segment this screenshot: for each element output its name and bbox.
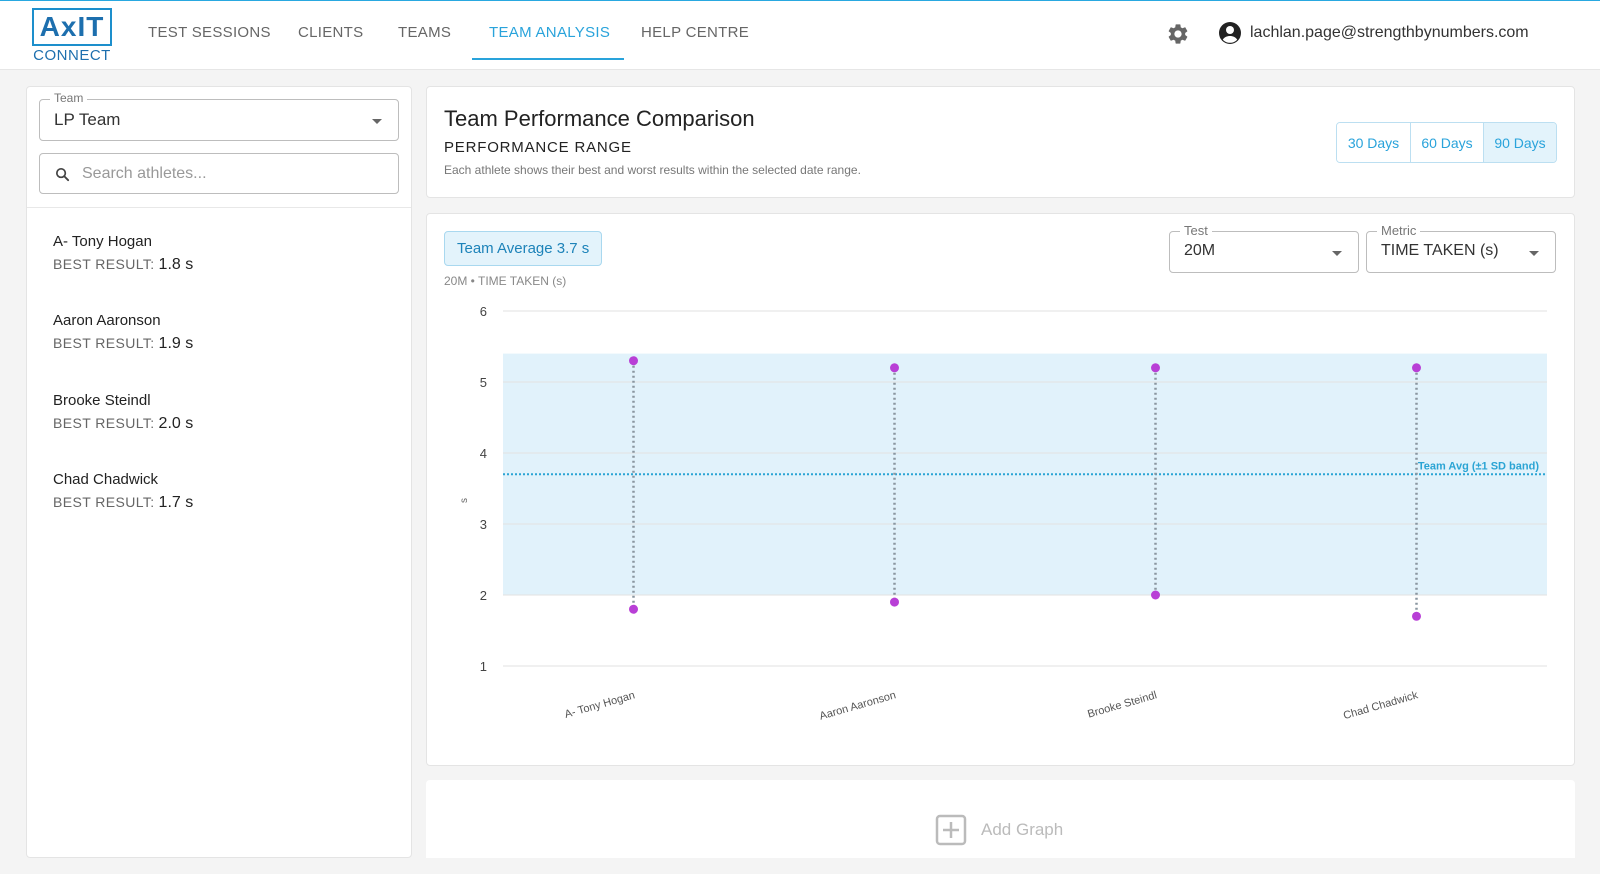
x-tick-label: Brooke Steindl — [1086, 689, 1158, 720]
axit-logo[interactable]: AxIT CONNECT — [32, 8, 112, 64]
test-select[interactable]: Test 20M — [1169, 223, 1359, 273]
y-tick-label: 4 — [480, 446, 487, 461]
y-tick-label: 1 — [480, 659, 487, 674]
add-graph-card: Add Graph — [426, 780, 1575, 858]
worst-result-point — [629, 356, 638, 366]
team-average-label: Team Avg (±1 SD band) — [1418, 460, 1539, 472]
gear-icon[interactable] — [1166, 22, 1190, 46]
y-tick-label: 2 — [480, 588, 487, 603]
range-90-days-button[interactable]: 90 Days — [1483, 123, 1556, 162]
athlete-name: Aaron Aaronson — [53, 312, 161, 329]
user-email: lachlan.page@strengthbynumbers.com — [1250, 24, 1529, 41]
athlete-name: Brooke Steindl — [53, 392, 151, 409]
chart-caption: 20M • TIME TAKEN (s) — [444, 274, 567, 288]
athlete-best-result: BEST RESULT: 1.8 s — [53, 256, 194, 273]
active-tab-indicator — [472, 58, 624, 60]
divider — [27, 207, 411, 208]
team-select[interactable]: Team LP Team — [39, 91, 399, 141]
chevron-down-icon — [372, 119, 382, 124]
range-60-days-button[interactable]: 60 Days — [1410, 123, 1483, 162]
team-select-value: LP Team — [54, 110, 121, 129]
section-description: Each athlete shows their best and worst … — [444, 163, 861, 177]
user-menu[interactable]: lachlan.page@strengthbynumbers.com — [1218, 21, 1529, 45]
add-graph-button[interactable]: Add Graph — [935, 814, 1063, 846]
best-result-point — [890, 597, 899, 607]
y-tick-label: 5 — [480, 375, 487, 390]
team-average-badge: Team Average 3.7 s — [444, 231, 603, 266]
athlete-search[interactable] — [39, 153, 399, 194]
performance-range-chart: 1 2 3 4 5 6 s Team Avg (±1 SD band) A- Tony Hoga… — [459, 304, 1547, 723]
nav-help-centre[interactable]: HELP CENTRE — [641, 24, 750, 41]
x-tick-label: A- Tony Hogan — [563, 689, 636, 721]
nav-clients[interactable]: CLIENTS — [298, 24, 364, 41]
test-select-value: 20M — [1184, 242, 1216, 259]
athlete-name: A- Tony Hogan — [53, 233, 152, 250]
best-result-point — [629, 604, 638, 614]
chevron-down-icon — [1529, 251, 1539, 256]
chevron-down-icon — [1332, 251, 1342, 256]
range-30-days-button[interactable]: 30 Days — [1337, 123, 1410, 162]
date-range-toggle: 30 Days 60 Days 90 Days — [1336, 122, 1557, 163]
add-graph-label: Add Graph — [981, 820, 1064, 839]
nav-team-analysis[interactable]: TEAM ANALYSIS — [489, 24, 611, 41]
metric-select[interactable]: Metric TIME TAKEN (s) — [1366, 223, 1556, 273]
top-bar: AxIT CONNECT TEST SESSIONS CLIENTS TEAMS… — [0, 0, 1600, 70]
logo-subtitle: CONNECT — [33, 47, 111, 64]
team-select-label: Team — [50, 91, 88, 105]
page-title: Team Performance Comparison — [444, 106, 755, 131]
x-tick-label: Aaron Aaronson — [818, 689, 897, 722]
logo-mark: AxIT — [32, 8, 112, 46]
search-icon — [55, 167, 70, 182]
y-axis-label: s — [459, 498, 470, 503]
performance-range-chart-card: 1 2 3 4 5 6 s Team Avg (±1 SD band) A- Tony Hoga… — [426, 213, 1575, 766]
athlete-item[interactable]: Brooke Steindl BEST RESULT: 2.0 s — [53, 392, 383, 450]
athlete-best-result: BEST RESULT: 1.7 s — [53, 494, 194, 511]
section-subtitle: PERFORMANCE RANGE — [444, 139, 632, 156]
y-tick-label: 6 — [480, 304, 487, 319]
search-input[interactable] — [82, 162, 382, 186]
best-result-point — [1412, 611, 1421, 621]
best-result-point — [1151, 590, 1160, 600]
account-circle-icon — [1219, 22, 1241, 44]
athlete-item[interactable]: Chad Chadwick BEST RESULT: 1.7 s — [53, 471, 383, 529]
athlete-best-result: BEST RESULT: 1.9 s — [53, 335, 194, 352]
athlete-item[interactable]: Aaron Aaronson BEST RESULT: 1.9 s — [53, 312, 383, 370]
nav-teams[interactable]: TEAMS — [398, 24, 452, 41]
worst-result-point — [890, 363, 899, 373]
worst-result-point — [1412, 363, 1421, 373]
y-tick-label: 3 — [480, 517, 487, 532]
athlete-sidebar: Team LP Team A- Tony Hogan BEST RESULT:1… — [26, 86, 412, 858]
athlete-best-result: BEST RESULT: 2.0 s — [53, 415, 194, 432]
metric-select-value: TIME TAKEN (s) — [1381, 242, 1499, 259]
test-select-label: Test — [1180, 223, 1212, 238]
athlete-item[interactable]: A- Tony Hogan BEST RESULT: 1.8 s — [53, 233, 383, 291]
plus-box-icon — [935, 814, 967, 846]
worst-result-point — [1151, 363, 1160, 373]
nav-test-sessions[interactable]: TEST SESSIONS — [148, 24, 271, 41]
x-tick-label: Chad Chadwick — [1342, 689, 1420, 722]
comparison-header: Team Performance Comparison PERFORMANCE … — [426, 86, 1575, 198]
metric-select-label: Metric — [1377, 223, 1421, 238]
athlete-name: Chad Chadwick — [53, 471, 159, 488]
